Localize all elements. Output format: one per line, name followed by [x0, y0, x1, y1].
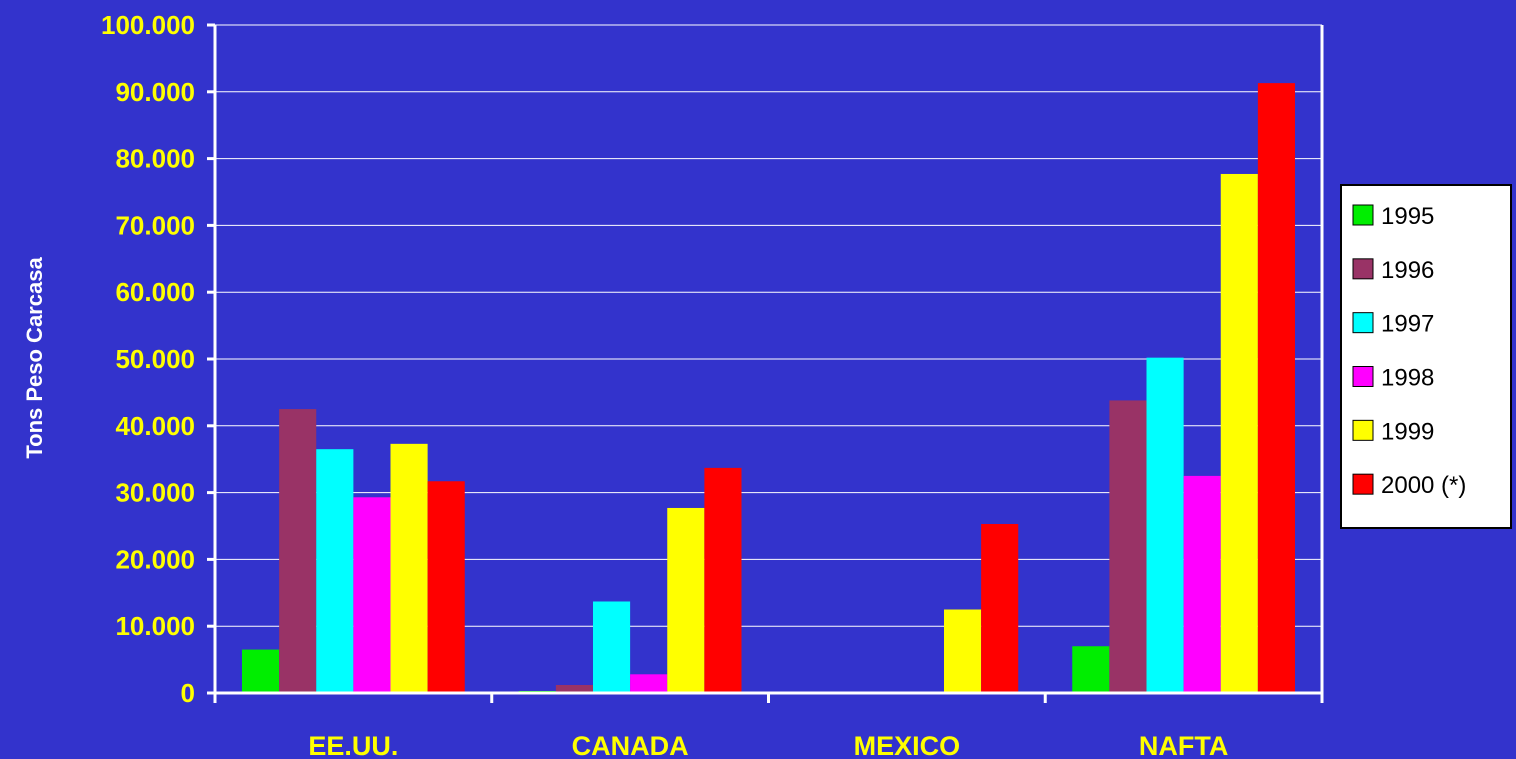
- x-category-label: MEXICO: [854, 731, 961, 759]
- y-axis-label: Tons Peso Carcasa: [22, 257, 47, 459]
- x-category-label: CANADA: [572, 731, 689, 759]
- legend-box: [1340, 184, 1512, 529]
- legend-swatch: [1352, 204, 1374, 226]
- legend-label: 1996: [1381, 257, 1434, 284]
- y-axis-tick-labels: 0 10.000 20.000 30.000 40.000 50.000 60.000 70.…: [101, 10, 195, 708]
- bar-canada-2000: [704, 467, 742, 693]
- bar-nafta-1998: [1183, 475, 1221, 693]
- y-tick-label: 30.000: [115, 478, 195, 508]
- y-tick-label: 80.000: [115, 144, 195, 174]
- bar-nafta-2000: [1257, 83, 1295, 694]
- y-tick-label: 60.000: [115, 277, 195, 307]
- bar-nafta-1997: [1146, 357, 1184, 693]
- legend-label: 1998: [1381, 365, 1434, 392]
- x-category-label: EE.UU.: [308, 731, 398, 759]
- legend-swatch: [1352, 473, 1374, 495]
- y-tick-label: 70.000: [115, 210, 195, 240]
- bar-eeuu-1999: [390, 443, 428, 693]
- y-tick-label: 20.000: [115, 544, 195, 574]
- legend: 1995 1996 1997 1998 1999 2000 (*): [1340, 184, 1512, 529]
- bar-mexico-1999: [944, 609, 982, 693]
- legend-swatch: [1352, 258, 1374, 280]
- bar-eeuu-1995: [242, 649, 280, 693]
- bar-nafta-1996: [1109, 400, 1147, 693]
- bar-canada-1998: [630, 674, 668, 693]
- y-tick-label: 50.000: [115, 344, 195, 374]
- legend-label: 1995: [1381, 203, 1434, 230]
- bar-canada-1999: [667, 507, 705, 693]
- bar-canada-1996: [555, 684, 593, 693]
- bar-eeuu-1998: [353, 497, 391, 693]
- legend-swatch: [1352, 366, 1374, 387]
- legend-label: 1999: [1381, 418, 1434, 445]
- x-category-label: NAFTA: [1139, 731, 1228, 759]
- bar-eeuu-1997: [316, 449, 354, 693]
- bar-eeuu-1996: [279, 409, 317, 693]
- legend-swatch: [1352, 419, 1374, 441]
- axes: [207, 23, 1324, 703]
- legend-label: 2000 (*): [1381, 472, 1466, 499]
- bar-mexico-2000: [981, 523, 1019, 693]
- y-tick-label: 40.000: [115, 411, 195, 441]
- bars: [242, 83, 1295, 694]
- legend-label: 1997: [1381, 311, 1434, 338]
- y-tick-label: 100.000: [101, 10, 195, 40]
- bar-eeuu-2000: [427, 481, 465, 693]
- y-tick-label: 90.000: [115, 77, 195, 107]
- x-axis-category-labels: EE.UU. CANADA MEXICO NAFTA: [308, 731, 1228, 759]
- legend-swatch: [1352, 312, 1374, 334]
- y-tick-label: 10.000: [115, 611, 195, 641]
- bar-nafta-1995: [1072, 646, 1110, 693]
- bar-canada-1997: [593, 601, 631, 693]
- bar-nafta-1999: [1220, 173, 1258, 694]
- y-tick-label: 0: [181, 678, 195, 708]
